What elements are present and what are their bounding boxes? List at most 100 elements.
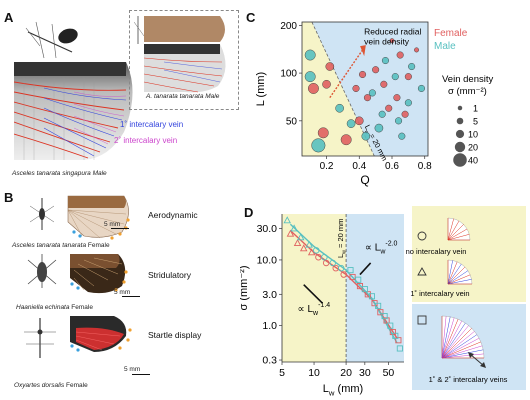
data-point-female	[414, 47, 420, 53]
data-point-female	[377, 309, 384, 316]
legend-label-2: 1˚ & 2˚ intercalary veins	[429, 375, 508, 384]
data-point-male	[346, 119, 356, 128]
data-point-male	[368, 89, 376, 97]
legend-double-arrow	[469, 353, 485, 367]
annotation-line-2: vein density	[364, 37, 410, 47]
legend-fan-vein	[447, 274, 471, 285]
y-axis-label-c: L (mm)	[255, 72, 267, 106]
plot-frame-c	[301, 21, 429, 157]
data-point-female	[322, 79, 331, 89]
legend-fan-vein	[447, 270, 469, 285]
size-legend-value: 5	[473, 117, 478, 127]
size-legend-value: 1	[473, 104, 478, 114]
size-legend-marker	[453, 153, 467, 167]
data-point-male	[305, 240, 313, 248]
data-point-female	[352, 84, 360, 93]
legend-male-c: Male	[434, 41, 456, 52]
data-point-female	[396, 51, 404, 59]
scale-label-1: 5 mm	[104, 221, 121, 228]
insect-silhouette-b2	[27, 254, 57, 288]
data-point-male	[381, 56, 390, 65]
x-tick-label-d: 30	[359, 367, 371, 379]
inset-box	[129, 10, 239, 110]
data-point-female	[349, 273, 356, 281]
size-legend-unit: σ (mm⁻²)	[448, 86, 487, 97]
legend-fan-vein	[441, 341, 481, 359]
fit-line-male	[289, 223, 398, 344]
legend-fan-vein	[447, 266, 466, 285]
wing-aerodynamic	[67, 195, 130, 240]
legend-fan-vein	[441, 319, 459, 359]
legend-marker-square	[417, 315, 427, 325]
function-aerodynamic: Aerodynamic	[148, 210, 198, 220]
species-caption-b2: Haaniella echinata Female	[16, 304, 93, 311]
chart-d: Lw = 20 mm 5 10 20 30 50 0.3 1.0 3.0 10.0 30.0 Lw (…	[240, 206, 526, 396]
x-axis-label-c: Q	[360, 173, 369, 187]
panel-d-label: D	[244, 205, 254, 220]
legend-fan-vein	[447, 220, 460, 241]
legend-box-yellow	[412, 206, 526, 302]
y-axis-label-d: σ (mm⁻²)	[240, 266, 250, 311]
size-legend-marker	[456, 117, 464, 125]
insect-silhouette-b3	[24, 318, 56, 358]
legend-fan-vein	[441, 320, 463, 359]
legend-label-0: no intercalary vein	[406, 247, 467, 256]
data-point-female	[340, 271, 347, 278]
insect-silhouette-b1	[29, 198, 55, 230]
species-caption-b3: Oxyartes dorsalis Female	[14, 382, 88, 389]
data-point-female	[395, 337, 402, 344]
x-tick-label-c: 0.6	[385, 161, 399, 172]
data-point-female	[322, 259, 330, 267]
legend-fan-vein	[441, 322, 466, 359]
data-point-male	[391, 73, 399, 81]
data-point-female	[389, 38, 395, 44]
annotation-line-1: Reduced radial	[364, 27, 421, 37]
legend-female-c: Female	[434, 28, 468, 39]
wing-startle	[70, 316, 132, 352]
slope-label-left: ∝ Lw-1.4	[298, 302, 331, 317]
x-tick-label-d: 10	[308, 367, 320, 379]
x-tick-label-c: 0.4	[352, 161, 366, 172]
legend-primary-vein: 1˚ intercalary vein	[120, 120, 184, 129]
data-point-female	[307, 248, 316, 256]
data-point-male	[335, 103, 344, 113]
insect-silhouette-a	[25, 21, 78, 59]
data-point-male	[304, 49, 316, 61]
x-tick-label-c: 0.2	[320, 161, 334, 172]
panel-b-label: B	[4, 190, 14, 205]
data-point-male	[417, 84, 426, 93]
data-point-female	[404, 73, 412, 81]
legend-fan-vein	[441, 325, 469, 359]
data-point-female	[293, 239, 302, 247]
data-point-male	[387, 322, 394, 329]
y-tick-label-d: 1.0	[262, 320, 277, 332]
legend-fan-vein	[447, 261, 458, 285]
wing-closeup-a	[14, 62, 133, 160]
data-point-female	[363, 94, 372, 102]
annotation-arrow	[329, 49, 364, 99]
data-point-male	[290, 224, 298, 232]
region-below-threshold	[282, 214, 347, 362]
data-point-male	[321, 253, 328, 261]
size-legend-value: 40	[468, 156, 478, 166]
data-point-male	[404, 99, 412, 107]
scale-bar-3	[132, 374, 150, 375]
data-point-male	[392, 332, 399, 339]
inset-wing	[134, 16, 226, 93]
legend-fan-vein	[441, 317, 455, 359]
data-point-male	[347, 267, 354, 274]
slope-guide-right	[359, 262, 372, 276]
size-legend-marker	[457, 105, 463, 111]
x-tick-label-d: 50	[383, 367, 395, 379]
wing-stridulatory	[70, 254, 128, 294]
data-point-male	[355, 276, 362, 283]
function-startle: Startle display	[148, 330, 202, 340]
x-axis-label-d: Lw (mm)	[323, 383, 363, 396]
data-point-male	[398, 132, 406, 140]
data-point-female	[401, 110, 409, 118]
data-point-female	[383, 317, 390, 324]
legend-fan-vein	[441, 334, 478, 359]
data-point-female	[308, 83, 319, 94]
legend-fan-vein	[441, 349, 484, 359]
